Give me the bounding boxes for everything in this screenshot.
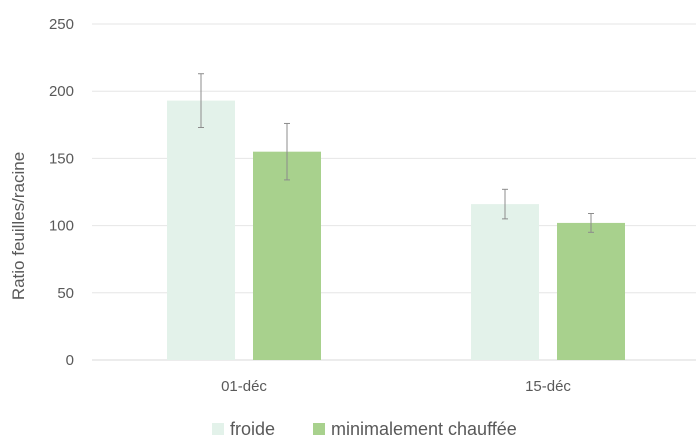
legend-label-froide: froide (230, 419, 275, 439)
legend-swatch-froide (212, 423, 224, 435)
bar-froide (167, 100, 235, 360)
y-tick-label: 100 (49, 218, 74, 235)
x-tick-label: 01-déc (221, 378, 267, 395)
bar-minimalement-chauffee (557, 222, 625, 360)
y-tick-label: 0 (66, 352, 74, 369)
bars (167, 100, 625, 360)
y-axis-label: Ratio feuilles/racine (9, 152, 28, 300)
bar-froide (471, 204, 539, 360)
x-tick-label: 15-déc (525, 378, 571, 395)
legend: froide minimalement chauffée (212, 419, 517, 439)
legend-swatch-minimalement-chauffee (313, 423, 325, 435)
y-tick-label: 250 (49, 16, 74, 33)
error-bars (198, 73, 594, 233)
y-tick-label: 200 (49, 83, 74, 100)
y-tick-label: 50 (57, 285, 74, 302)
bar-minimalement-chauffee (253, 151, 321, 360)
y-tick-label: 150 (49, 150, 74, 167)
y-axis-ticks: 0 50 100 150 200 250 (49, 16, 74, 369)
x-axis-ticks: 01-déc 15-déc (221, 378, 571, 395)
legend-label-minimalement-chauffee: minimalement chauffée (331, 419, 517, 439)
